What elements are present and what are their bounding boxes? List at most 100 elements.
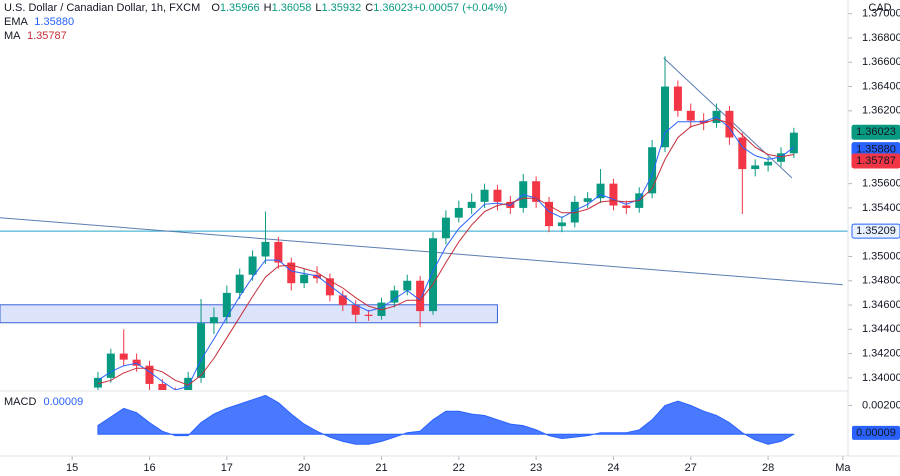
macd-pane [97,394,795,445]
candle-body [209,317,218,324]
candle-body [261,241,270,257]
support-zone [0,304,498,324]
y-tick-label: 1.35000 [862,250,900,262]
y-tick-label: 0.00200 [862,399,900,411]
y-tick-label: 1.35400 [862,202,900,214]
x-tick-label: Ma [835,462,851,474]
y-tick-label: 1.36200 [862,105,900,117]
y-tick-label: 1.34200 [862,347,900,359]
candle-body [532,181,541,202]
candle-body [570,201,579,223]
legend-ma: MA 1.35787 [4,30,67,42]
y-tick-label: 1.34400 [862,323,900,335]
candle-body [738,137,747,170]
indicator-line [97,116,795,390]
candle-body [248,256,257,275]
candle-body [764,161,773,166]
x-tick-label: 27 [685,462,697,474]
ohlc-value: 1.36023 [373,2,413,14]
legend-name: MA [4,30,21,42]
candle-body [467,201,476,208]
x-tick-label: 28 [762,462,774,474]
candle-body [197,323,206,378]
y-tick-label: 1.36800 [862,32,900,44]
candle-body [583,198,592,202]
price-tag [851,153,900,169]
ohlc-value: 1.36058 [272,2,312,14]
candle-body [441,217,450,239]
header: U.S. Dollar / Canadian Dollar, 1h, FXCM … [4,2,507,14]
candle-body [493,189,502,202]
legend-ema: EMA 1.35880 [4,16,74,28]
y-tick-label: 1.35600 [862,178,900,190]
x-tick-label: 15 [66,462,78,474]
currency: CAD [868,2,891,14]
candle-body [158,383,167,390]
candle-body [119,353,128,360]
candle-body [338,295,347,306]
candle-body [377,302,386,316]
y-tick-label: 1.36400 [862,80,900,92]
y-tick-label: 1.37000 [862,8,900,20]
candle-body [416,280,425,312]
trend-line [0,217,843,286]
candle-body [596,183,605,199]
candle-body [725,110,734,138]
candle-body [287,262,296,284]
ohlc-label: H [264,2,272,14]
legend-name: EMA [4,16,29,28]
macd-legend: MACD 0.00009 [4,396,83,408]
candle-body [390,290,399,303]
candle-body [364,314,373,316]
price-tag-label: 0.00009 [856,427,896,439]
ohlc-label: O [211,2,220,14]
legend-value: 1.35787 [27,30,67,42]
y-tick-label: 1.34600 [862,299,900,311]
candle-body [454,207,463,218]
x-tick-label: 21 [375,462,387,474]
ohlc-label: C [365,2,373,14]
candle-body [648,147,657,194]
candle-body [132,359,141,366]
candle-body [325,278,334,296]
candle-body [686,110,695,121]
candle-body [776,153,785,162]
y-tick-label: 1.34000 [862,372,900,384]
ohlc-value: +0.00057 (+0.04%) [413,2,507,14]
macd-name: MACD [4,396,36,408]
x-tick-label: 16 [143,462,155,474]
price-tag [851,124,900,140]
price-tag-label: 1.35880 [856,144,896,156]
x-tick-label: 23 [530,462,542,474]
ohlc-label: L [315,2,321,14]
x-tick-label: 22 [453,462,465,474]
candle-body [145,365,154,384]
candle-body [480,189,489,202]
candle-body [557,222,566,227]
price-pane [0,56,848,390]
candle-body [673,86,682,111]
candle-body [222,292,231,318]
candle-body [300,274,309,284]
ohlc-value: 1.35932 [321,2,361,14]
candle-body [351,305,360,315]
candle-body [660,86,669,148]
price-tag-label: 1.35209 [856,225,896,237]
candle-body [274,241,283,263]
candle-body [93,377,102,388]
ohlc-values: O1.35966 H1.36058 L1.35932 C1.36023+0.00057… [211,2,507,14]
candle-body [235,274,244,293]
price-tag [851,223,900,239]
candle-body [622,205,631,208]
legend-value: 1.35880 [34,16,74,28]
candle-body [609,183,618,206]
price-tag [852,425,900,440]
axes: 1.34000 1.34200 1.34400 1.34600 1.34800 1.350… [66,8,900,474]
price-tag-label: 1.35787 [856,155,896,167]
macd-area [97,394,795,445]
macd-value: 0.00009 [43,396,83,408]
x-tick-label: 20 [298,462,310,474]
x-tick-label: 24 [607,462,619,474]
